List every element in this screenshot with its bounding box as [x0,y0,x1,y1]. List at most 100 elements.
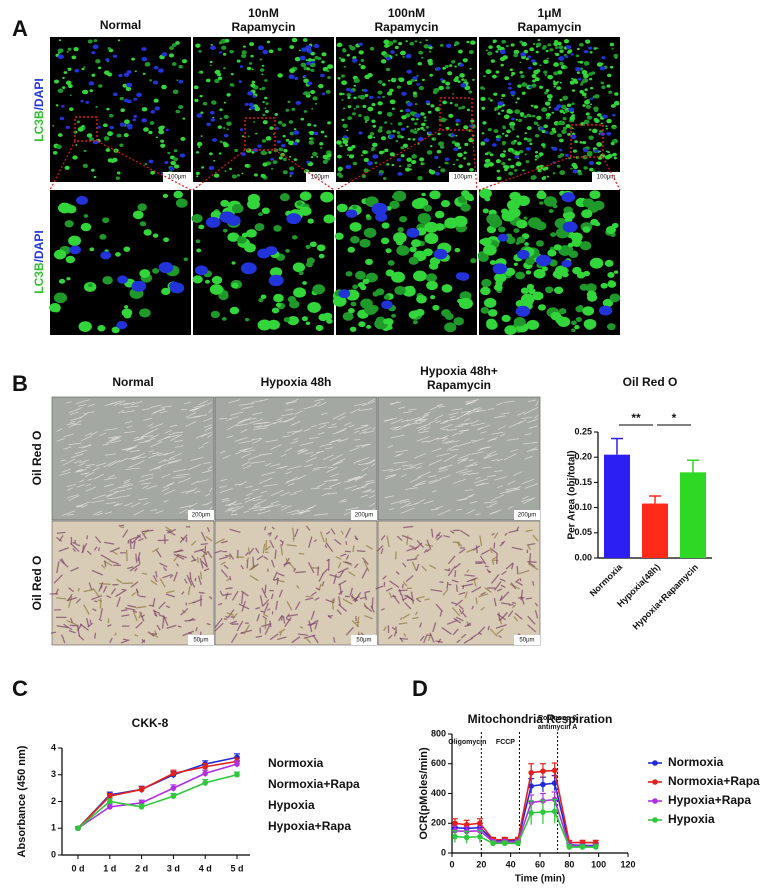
cell-streak [166,590,175,594]
cell-streak [272,571,278,581]
lc3b-signal [478,253,489,262]
dapi-nucleus [126,82,133,88]
cell-streak [367,398,376,403]
lc3b-signal [400,146,405,150]
lc3b-signal [285,108,290,112]
cell-streak [184,578,188,584]
lc3b-signal [52,124,55,127]
panel-label: A [12,16,28,41]
cell-streak [362,557,369,565]
cell-streak [283,562,291,566]
cell-streak [208,409,213,413]
data-point [107,804,113,810]
cell-streak [313,466,328,469]
cell-streak [138,595,146,598]
lc3b-signal [583,166,588,170]
lc3b-signal [338,56,342,60]
cell-streak [415,466,422,470]
lc3b-signal [302,281,307,285]
dapi-nucleus [558,148,563,152]
cell-streak [152,575,158,583]
lc3b-signal [452,93,455,95]
dapi-nucleus [527,55,532,59]
lc3b-signal [219,117,222,120]
lc3b-signal [592,95,597,99]
lc3b-signal [116,171,121,175]
cell-streak [477,626,486,636]
y-tick-label: 0.05 [574,527,592,537]
lc3b-signal [516,97,520,100]
cell-streak [505,487,517,491]
lc3b-signal [226,121,232,126]
y-tick-label: 400 [431,788,446,798]
lc3b-signal [513,139,517,143]
lc3b-signal [593,47,597,50]
lc3b-signal [393,232,407,244]
lc3b-signal [347,146,353,152]
cell-streak [467,461,478,467]
cell-streak [471,438,484,443]
dapi-nucleus [377,96,381,99]
lc3b-signal [567,132,571,136]
lc3b-signal [399,215,408,223]
lc3b-signal [600,282,608,289]
cell-streak [362,427,372,432]
lc3b-signal [441,284,453,293]
lc3b-signal [411,159,417,165]
cell-streak [263,613,269,618]
lc3b-signal [320,130,325,134]
cell-streak [291,636,301,644]
lc3b-signal [486,320,498,330]
dapi-nucleus [435,66,441,71]
cell-streak [279,539,284,543]
dapi-nucleus [583,49,589,54]
lc3b-signal [353,96,357,100]
cell-streak [400,419,409,423]
cell-streak [300,449,307,453]
lc3b-signal [513,49,520,55]
lc3b-signal [579,42,584,47]
cell-streak [84,432,93,437]
cell-streak [398,588,402,595]
dapi-nucleus [288,74,295,80]
cell-streak [341,500,348,503]
dapi-nucleus [386,56,391,61]
cell-streak [286,465,302,470]
lc3b-signal [579,141,583,144]
lc3b-signal [411,239,422,248]
lc3b-signal [196,141,203,147]
cell-streak [124,502,134,507]
lc3b-signal [57,202,72,214]
dapi-nucleus [133,97,138,101]
cell-streak [239,440,254,444]
lc3b-signal [398,42,403,46]
cell-streak [414,480,427,486]
lc3b-signal [363,227,377,238]
cell-streak [252,498,262,502]
cell-streak [402,466,416,470]
lc3b-signal [480,86,485,90]
lc3b-signal [542,167,547,171]
cell-streak [205,536,213,542]
lc3b-signal [526,113,531,118]
cell-streak [150,579,158,586]
cell-streak [286,509,300,514]
lc3b-signal [490,59,496,63]
cell-streak [80,435,93,442]
cell-streak [415,414,429,422]
lc3b-signal [108,113,114,118]
lc3b-signal [585,283,597,293]
data-point [515,840,521,847]
cell-streak [423,426,431,431]
lc3b-signal [409,41,415,46]
lc3b-signal [211,100,217,105]
cell-streak [264,545,271,551]
lc3b-signal [395,53,398,57]
cell-streak [449,415,456,419]
lc3b-signal [422,129,426,132]
cell-streak [106,437,121,444]
dapi-nucleus [141,118,147,123]
cell-streak [134,567,138,572]
lc3b-signal [195,239,201,244]
cell-streak [202,555,208,567]
